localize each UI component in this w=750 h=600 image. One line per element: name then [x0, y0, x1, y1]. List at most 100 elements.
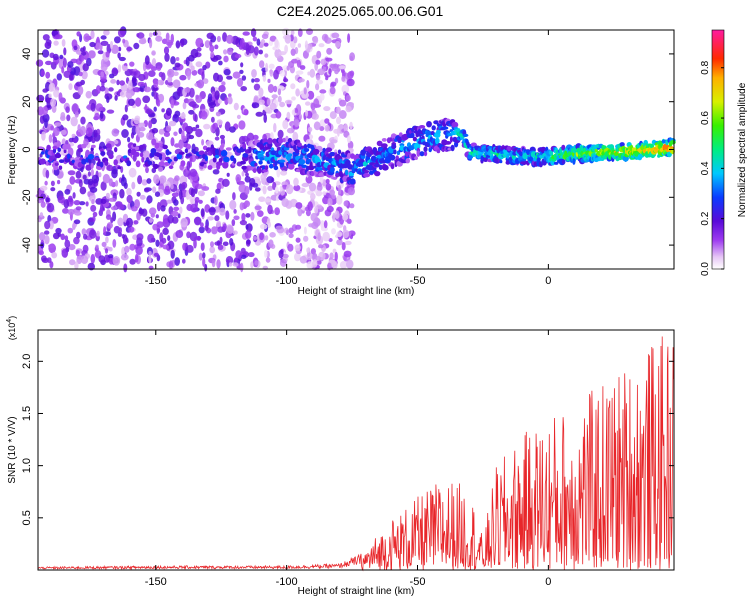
heatmap-cell [128, 167, 137, 178]
heatmap-cell [114, 147, 118, 153]
heatmap-cell [316, 79, 324, 85]
heatmap-cell [297, 28, 303, 37]
heatmap-cell [42, 88, 48, 93]
heatmap-cell [135, 245, 143, 255]
heatmap-cell [278, 159, 286, 163]
heatmap-cell [126, 46, 133, 52]
x-tick-label: -150 [145, 275, 167, 287]
heatmap-cell [134, 253, 139, 263]
heatmap-cell [258, 87, 264, 98]
heatmap-cell [277, 88, 282, 96]
heatmap-cell [48, 220, 54, 230]
heatmap-cell [286, 111, 291, 120]
heatmap-cell [285, 184, 294, 195]
heatmap-cell [145, 64, 154, 69]
heatmap-cell [278, 137, 284, 144]
heatmap-cell [97, 50, 104, 55]
colorbar-ticks: 0.0 0.2 0.4 0.6 0.8 [700, 60, 724, 276]
heatmap-cell [331, 32, 340, 39]
heatmap-cell [254, 187, 261, 192]
heatmap-cell [462, 133, 469, 137]
heatmap-cell [294, 148, 300, 154]
heatmap-cell [214, 44, 219, 50]
heatmap-cell [336, 127, 340, 137]
heatmap-cell [295, 202, 303, 209]
heatmap-cell [171, 210, 179, 217]
heatmap-cell [214, 136, 220, 141]
heatmap-cell [329, 86, 336, 95]
heatmap-cell [286, 65, 290, 71]
heatmap-cell [255, 111, 264, 117]
heatmap-cell [165, 151, 172, 155]
heatmap-cell [216, 220, 222, 228]
heatmap-cell [156, 221, 164, 228]
heatmap-cell [393, 149, 397, 155]
heatmap-cell [182, 258, 186, 264]
heatmap-cell [251, 78, 255, 83]
heatmap-cell [198, 226, 205, 234]
heatmap-cell [103, 226, 107, 236]
heatmap-cell [191, 127, 197, 132]
heatmap-cell [93, 129, 98, 138]
heatmap-cell [99, 85, 106, 92]
heatmap-cell [251, 69, 257, 78]
heatmap-cell [167, 240, 175, 250]
heatmap-cell [148, 207, 157, 215]
heatmap-cell [305, 139, 311, 146]
heatmap-cell [390, 163, 395, 170]
heatmap-cell [55, 227, 62, 234]
heatmap-cell [198, 199, 203, 204]
heatmap-cell [232, 230, 238, 235]
heatmap-cell [77, 124, 81, 133]
heatmap-cell [45, 197, 50, 203]
heatmap-cell [499, 160, 503, 164]
heatmap-cell [162, 214, 169, 225]
heatmap-cell [335, 172, 340, 178]
heatmap-cell [81, 70, 88, 80]
heatmap-cell [222, 32, 228, 42]
heatmap-cell [208, 206, 216, 216]
heatmap-cell [106, 222, 113, 229]
heatmap-cell [236, 114, 241, 120]
heatmap-cell [349, 203, 355, 209]
heatmap-cell [399, 145, 405, 151]
heatmap-cell [184, 87, 191, 93]
heatmap-cell [181, 135, 187, 142]
heatmap-cell [292, 131, 299, 142]
heatmap-cell [346, 259, 354, 269]
heatmap-cell [96, 85, 101, 94]
heatmap-cell [121, 129, 129, 138]
heatmap-cell [87, 153, 95, 160]
heatmap-cell [167, 214, 174, 224]
heatmap-cell [76, 231, 81, 239]
heatmap-cell [258, 99, 265, 105]
heatmap-cell [81, 51, 87, 56]
heatmap-cell [42, 49, 50, 58]
heatmap-cell [81, 228, 87, 236]
heatmap-cell [151, 50, 156, 56]
heatmap-cell [267, 78, 271, 83]
heatmap-cell [239, 37, 245, 48]
heatmap-cell [170, 56, 176, 65]
y-tick-label: 20 [21, 96, 33, 108]
heatmap-cell [193, 216, 202, 226]
heatmap-cell [301, 164, 308, 168]
heatmap-cell [190, 188, 196, 198]
heatmap-cell [296, 59, 302, 68]
heatmap-cell [235, 250, 242, 259]
heatmap-cell [69, 176, 76, 185]
heatmap-cell [62, 57, 67, 68]
heatmap-cell [90, 253, 96, 264]
heatmap-cell [73, 45, 78, 51]
y-tick-label: -40 [21, 237, 33, 253]
heatmap-cell [426, 121, 432, 128]
heatmap-cell [168, 120, 177, 127]
heatmap-cell [267, 217, 271, 224]
heatmap-cell [68, 74, 74, 81]
heatmap-cell [134, 146, 140, 151]
heatmap-cell [274, 38, 279, 49]
heatmap-cell [331, 67, 339, 72]
heatmap-cell [264, 235, 269, 241]
heatmap-cell [316, 50, 322, 59]
heatmap-cell [235, 174, 242, 183]
